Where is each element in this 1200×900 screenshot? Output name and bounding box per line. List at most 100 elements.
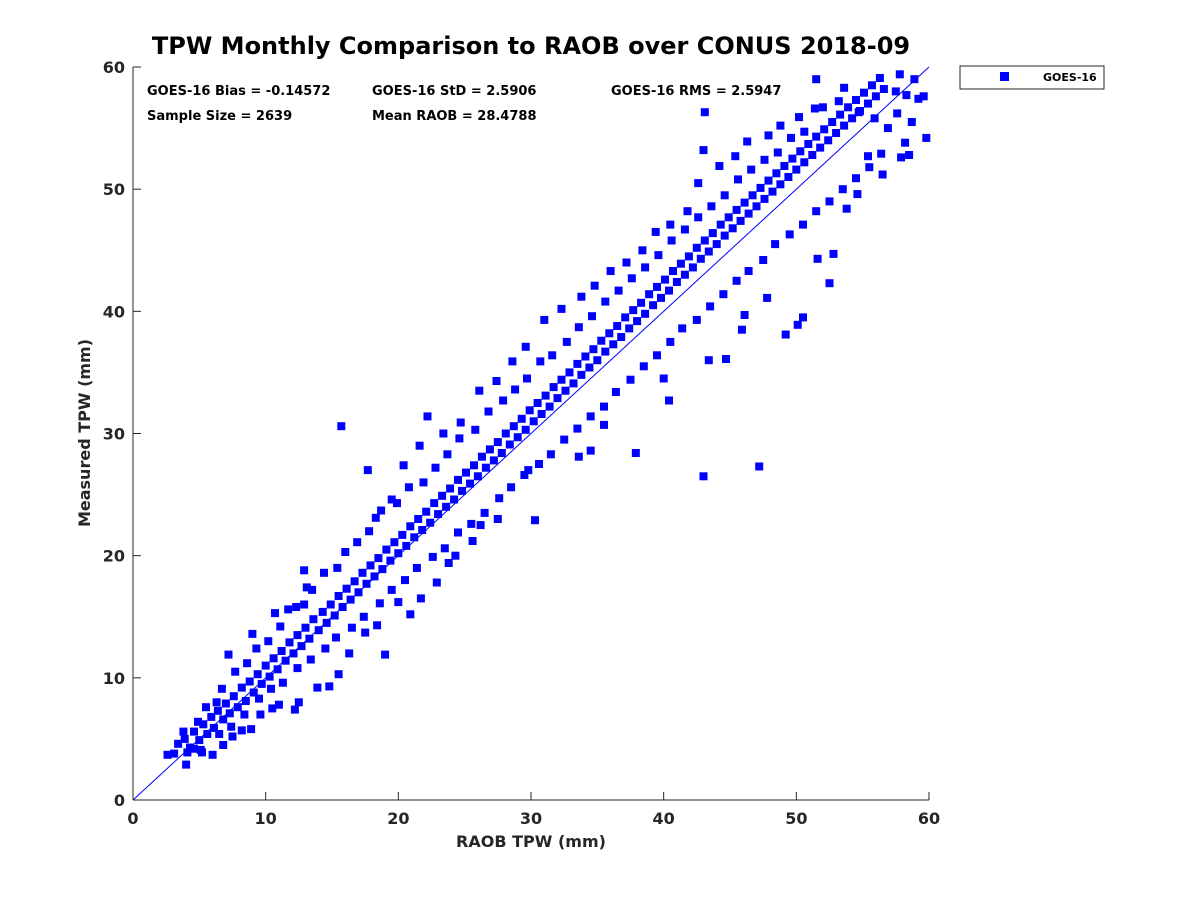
data-point xyxy=(294,698,303,707)
data-point xyxy=(707,202,716,211)
data-point xyxy=(621,313,630,322)
data-point xyxy=(252,644,261,653)
data-point xyxy=(637,298,646,307)
data-point xyxy=(402,541,411,550)
data-point xyxy=(813,254,822,263)
data-point xyxy=(561,386,570,395)
data-point xyxy=(574,452,583,461)
x-tick-label: 20 xyxy=(387,809,409,828)
data-point xyxy=(680,270,689,279)
data-point xyxy=(179,727,188,736)
data-point xyxy=(325,682,334,691)
data-point xyxy=(293,631,302,640)
data-point xyxy=(536,357,545,366)
data-point xyxy=(406,610,415,619)
data-point xyxy=(622,258,631,267)
data-point xyxy=(808,151,817,159)
data-point xyxy=(322,618,331,627)
data-point xyxy=(243,659,252,668)
x-tick-label: 10 xyxy=(255,809,277,828)
data-point xyxy=(825,279,834,288)
data-point xyxy=(639,362,648,371)
data-point xyxy=(878,170,887,179)
data-point xyxy=(462,468,470,477)
data-point xyxy=(614,286,623,295)
data-point xyxy=(772,169,781,178)
data-point xyxy=(410,533,419,542)
data-point xyxy=(203,730,212,738)
data-point xyxy=(659,374,668,383)
data-point xyxy=(732,205,741,214)
data-point xyxy=(665,286,673,295)
data-point xyxy=(533,399,542,407)
data-point xyxy=(657,293,665,302)
data-point xyxy=(190,727,198,736)
data-point xyxy=(285,638,294,647)
data-point xyxy=(763,293,772,302)
data-point xyxy=(800,158,809,167)
data-point xyxy=(271,609,279,618)
data-point xyxy=(415,441,424,450)
data-point xyxy=(734,175,742,184)
data-point xyxy=(844,103,853,112)
data-point xyxy=(293,664,302,673)
data-point xyxy=(274,700,283,709)
data-point xyxy=(300,600,309,609)
data-point xyxy=(378,565,387,574)
data-point xyxy=(577,370,586,379)
data-point xyxy=(446,484,455,493)
data-point xyxy=(720,191,729,200)
data-point xyxy=(540,315,549,324)
data-point xyxy=(683,207,692,216)
data-point xyxy=(712,240,721,249)
data-point xyxy=(361,628,370,637)
data-point xyxy=(728,224,737,233)
data-point xyxy=(207,712,216,721)
y-tick-label: 40 xyxy=(103,302,125,321)
data-point xyxy=(590,281,599,290)
data-point xyxy=(229,692,238,701)
data-point xyxy=(546,450,555,459)
data-point xyxy=(394,598,403,607)
data-point xyxy=(219,715,228,724)
data-point xyxy=(505,440,514,449)
data-point xyxy=(877,149,886,158)
data-point xyxy=(541,391,550,400)
x-tick-label: 0 xyxy=(127,809,138,828)
data-point xyxy=(759,256,768,264)
data-point xyxy=(838,185,847,194)
data-point xyxy=(521,342,530,351)
x-axis-label: RAOB TPW (mm) xyxy=(456,832,606,851)
data-point xyxy=(914,94,923,103)
data-point xyxy=(902,91,911,100)
data-point xyxy=(423,412,432,421)
data-point xyxy=(601,347,610,356)
data-point xyxy=(450,495,459,504)
data-point xyxy=(704,356,713,365)
data-point xyxy=(784,173,793,181)
data-point xyxy=(414,515,423,523)
data-point xyxy=(812,207,821,216)
data-point xyxy=(387,495,396,504)
x-tick-label: 40 xyxy=(653,809,675,828)
data-point xyxy=(442,502,451,511)
data-point xyxy=(217,684,226,693)
data-point xyxy=(320,568,328,577)
data-point xyxy=(455,434,464,443)
data-point xyxy=(269,654,278,663)
data-point xyxy=(919,92,928,101)
data-point xyxy=(219,741,228,749)
data-point xyxy=(796,147,805,156)
data-point xyxy=(305,634,314,643)
data-point xyxy=(537,410,546,418)
data-point xyxy=(290,705,299,714)
data-point xyxy=(901,138,910,147)
data-point xyxy=(467,519,476,528)
data-point xyxy=(256,710,265,719)
data-point xyxy=(199,720,208,729)
data-point xyxy=(326,600,335,609)
data-point xyxy=(495,494,504,503)
data-point xyxy=(208,750,217,759)
data-point xyxy=(764,131,773,140)
data-point xyxy=(812,75,821,84)
